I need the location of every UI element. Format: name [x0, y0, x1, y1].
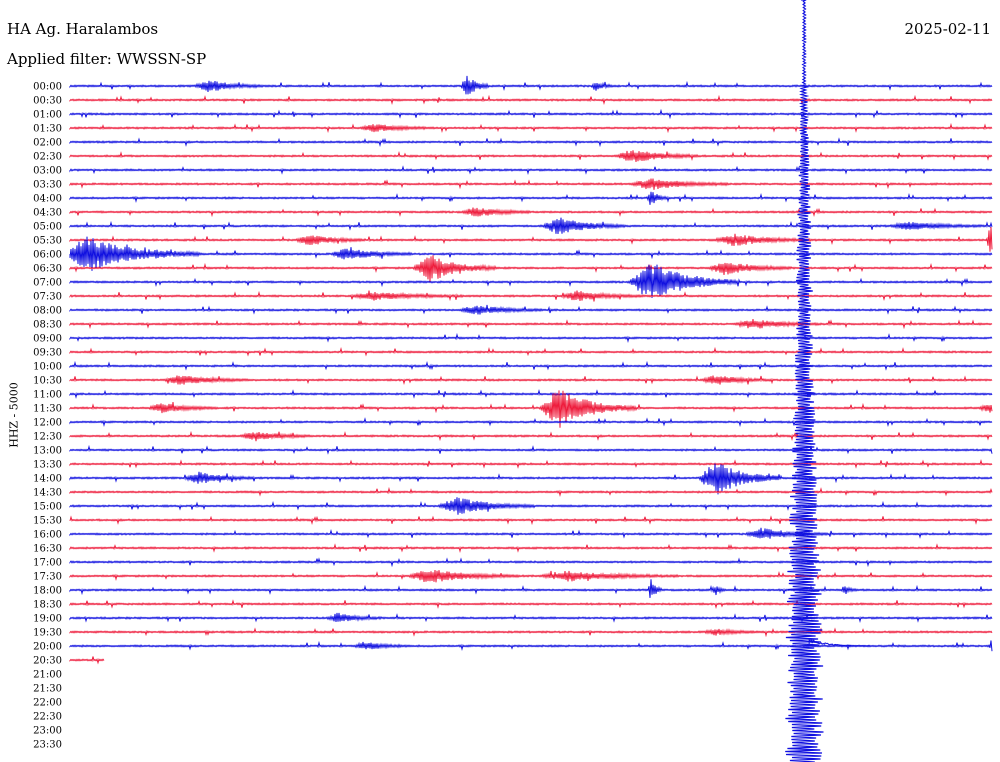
time-label: 17:00: [33, 558, 62, 569]
filter-label: Applied filter: WWSSN-SP: [7, 50, 207, 68]
time-label: 03:30: [33, 180, 62, 191]
time-label: 23:00: [33, 726, 62, 737]
trace-line: [69, 430, 993, 442]
trace-line: [69, 627, 993, 638]
time-label: 09:30: [33, 348, 62, 359]
trace-line: [69, 486, 993, 497]
time-labels: 00:00 00:30 01:00 01:30 02:00 02:30 03:00 03:30…: [33, 82, 62, 751]
time-label: 05:30: [33, 236, 62, 247]
time-label: 14:30: [33, 488, 62, 499]
trace-line: [69, 332, 993, 343]
station-name: HA Ag. Haralambos: [7, 20, 159, 38]
time-label: 21:00: [33, 670, 62, 681]
time-label: 22:30: [33, 712, 62, 723]
time-label: 01:30: [33, 124, 62, 135]
trace-line: [69, 319, 993, 330]
time-label: 10:00: [33, 362, 62, 373]
trace-line: [69, 579, 993, 598]
trace-line: [69, 570, 993, 583]
time-label: 22:00: [33, 698, 62, 709]
time-label: 12:30: [33, 432, 62, 443]
time-label: 13:00: [33, 446, 62, 457]
time-label: 02:30: [33, 152, 62, 163]
trace-line: [69, 108, 993, 120]
time-label: 06:00: [33, 250, 62, 261]
main-earthquake-signal: [785, 0, 871, 762]
trace-line: [69, 165, 993, 176]
time-label: 05:00: [33, 222, 62, 233]
trace-line: [69, 236, 993, 271]
time-label: 15:30: [33, 516, 62, 527]
trace-line: [69, 515, 993, 526]
trace-line: [69, 137, 993, 148]
trace-line: [69, 191, 993, 205]
trace-line: [69, 94, 993, 106]
time-label: 09:00: [33, 334, 62, 345]
time-label: 23:30: [33, 740, 62, 751]
trace-line: [69, 150, 993, 162]
time-label: 04:00: [33, 194, 62, 205]
trace-line: [69, 255, 993, 282]
time-label: 13:30: [33, 460, 62, 471]
trace-line: [69, 388, 993, 399]
time-label: 10:30: [33, 376, 62, 387]
time-label: 21:30: [33, 684, 62, 695]
trace-line: [69, 458, 993, 469]
time-label: 11:00: [33, 390, 62, 401]
time-label: 16:00: [33, 530, 62, 541]
time-label: 03:00: [33, 166, 62, 177]
time-label: 01:00: [33, 110, 62, 121]
time-label: 18:30: [33, 600, 62, 611]
trace-line: [69, 527, 993, 539]
trace-line: [69, 444, 993, 455]
trace-line: [69, 122, 993, 134]
time-label: 18:00: [33, 586, 62, 597]
time-label: 15:00: [33, 502, 62, 513]
time-label: 07:30: [33, 292, 62, 303]
date-label: 2025-02-11: [904, 20, 991, 38]
trace-line: [69, 226, 993, 252]
trace-line: [69, 217, 993, 235]
trace-line: [69, 207, 993, 218]
earthquake-column: [785, 0, 824, 762]
time-label: 20:00: [33, 642, 62, 653]
trace-line: [69, 375, 993, 385]
trace-line: [69, 599, 993, 609]
time-label: 20:30: [33, 656, 62, 667]
trace-line: [69, 463, 993, 495]
trace-line: [69, 304, 993, 315]
time-label: 19:00: [33, 614, 62, 625]
trace-line: [69, 264, 993, 299]
time-label: 17:30: [33, 572, 62, 583]
time-label: 19:30: [33, 628, 62, 639]
time-label: 11:30: [33, 404, 62, 415]
time-label: 14:00: [33, 474, 62, 485]
trace-line: [69, 640, 993, 652]
trace-line: [69, 360, 993, 371]
seismic-traces: [69, 75, 993, 665]
time-label: 04:30: [33, 208, 62, 219]
trace-line: [69, 557, 993, 568]
earthquake-coda: [808, 638, 871, 647]
trace-line: [69, 178, 993, 190]
time-label: 08:30: [33, 320, 62, 331]
trace-line: [69, 497, 993, 515]
trace-line: [69, 346, 993, 357]
trace-line: [69, 290, 993, 302]
time-label: 00:30: [33, 96, 62, 107]
time-label: 12:00: [33, 418, 62, 429]
time-label: 02:00: [33, 138, 62, 149]
time-label: 00:00: [33, 82, 62, 93]
trace-line: [69, 390, 993, 428]
trace-line: [69, 656, 105, 665]
time-label: 08:00: [33, 306, 62, 317]
time-label: 06:30: [33, 264, 62, 275]
time-label: 07:00: [33, 278, 62, 289]
trace-line: [69, 75, 993, 95]
trace-line: [69, 543, 993, 554]
time-label: 16:30: [33, 544, 62, 555]
trace-line: [69, 612, 993, 624]
trace-line: [69, 417, 993, 428]
